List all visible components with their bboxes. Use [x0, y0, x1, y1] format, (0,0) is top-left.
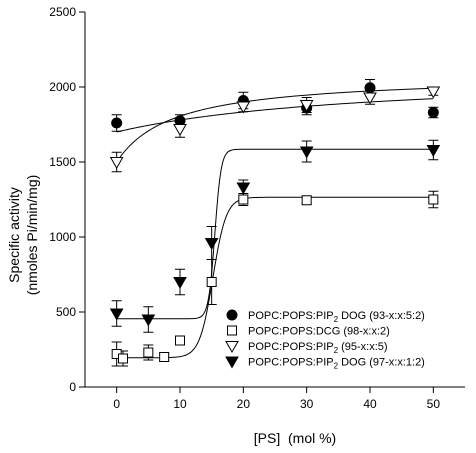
markers [109, 82, 441, 364]
data-point-series-2 [118, 353, 128, 364]
data-point-series-1 [364, 82, 376, 94]
x-tick-label: 40 [363, 397, 377, 411]
data-point-series-2 [159, 352, 170, 362]
legend-marker-series-4 [225, 356, 239, 369]
legend-label-series-4: POPC:POPS:PIP2 DOG (97-x:x:1:2) [248, 357, 425, 371]
fit-curves [116, 87, 434, 359]
y-tick-label: 0 [69, 380, 76, 394]
y-axis-title-line-2: (nmoles Pi/min/mg) [24, 175, 40, 296]
legend-marker-series-3 [225, 341, 239, 354]
legend-label-series-1: POPC:POPS:PIP2 DOG (93-x:x:5:2) [248, 310, 425, 324]
y-tick-label: 2000 [49, 80, 76, 94]
legend-label-series-2: POPC:POPS:DCG (98-x:x:2) [248, 326, 390, 338]
legend-marker-series-2 [227, 325, 237, 336]
fit-curve-series-1 [116, 98, 434, 133]
data-point-series-3 [109, 157, 124, 170]
legend-label-series-3: POPC:POPS:PIP2 (95-x:x:5) [248, 341, 388, 355]
data-point-series-4 [236, 182, 251, 195]
data-point-series-3 [173, 124, 187, 137]
data-point-series-4 [204, 238, 219, 251]
x-tick-label: 30 [300, 397, 314, 411]
data-point-series-4 [141, 314, 156, 327]
data-point-series-3 [363, 92, 377, 105]
y-tick-label: 500 [56, 305, 76, 319]
x-tick-label: 50 [427, 397, 441, 411]
data-point-series-4 [426, 145, 441, 158]
y-axis-title-line-1: Specific activity [6, 187, 22, 283]
legend-marker-series-1 [226, 309, 238, 321]
y-axis-ticks: 0 500 1000 1500 2000 2500 [49, 5, 85, 394]
data-point-series-4 [109, 308, 124, 321]
x-tick-label: 0 [113, 397, 120, 411]
data-point-series-2 [206, 277, 217, 287]
legend: POPC:POPS:PIP2 DOG (93-x:x:5:2) POPC:POPS… [225, 309, 425, 371]
plot-frame [84, 12, 465, 388]
data-point-series-2 [428, 194, 439, 205]
data-point-series-2 [238, 194, 249, 205]
data-point-series-4 [173, 277, 187, 290]
fit-curve-series-3 [116, 87, 434, 163]
x-tick-label: 10 [173, 397, 187, 411]
data-point-series-2 [301, 195, 312, 206]
x-tick-label: 20 [237, 397, 251, 411]
y-tick-label: 2500 [49, 5, 76, 19]
data-point-series-1 [111, 117, 123, 129]
y-tick-label: 1500 [49, 155, 76, 169]
error-bars [111, 79, 439, 367]
data-point-series-2 [143, 347, 154, 358]
data-point-series-3 [236, 101, 251, 114]
data-point-series-4 [299, 146, 314, 159]
data-point-series-3 [426, 86, 441, 99]
data-point-series-3 [299, 100, 314, 113]
y-tick-label: 1000 [49, 230, 76, 244]
x-axis-ticks: 0 10 20 30 40 50 [113, 387, 440, 411]
data-point-series-1 [427, 107, 439, 118]
fit-curve-series-2 [116, 196, 434, 359]
data-point-series-2 [175, 335, 185, 346]
x-axis-title: [PS] (mol %) [254, 430, 336, 446]
fit-curve-series-4 [116, 148, 434, 320]
